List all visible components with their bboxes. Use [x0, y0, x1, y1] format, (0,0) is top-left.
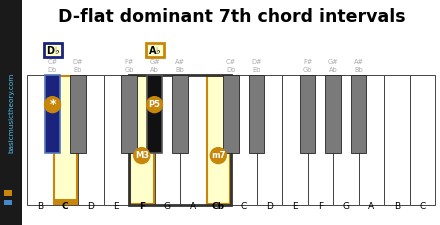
Bar [44, 43, 62, 57]
Bar [103, 75, 129, 205]
Circle shape [44, 96, 61, 113]
Text: Gb: Gb [303, 67, 312, 73]
Text: Db: Db [226, 67, 236, 73]
Bar [359, 75, 384, 205]
Text: B: B [37, 202, 43, 211]
Text: A#: A# [175, 59, 185, 65]
Text: Ab: Ab [150, 67, 159, 73]
Bar [146, 43, 164, 57]
Text: basicmusictheory.com: basicmusictheory.com [8, 73, 14, 153]
Text: C: C [241, 202, 247, 211]
Text: Gb: Gb [125, 67, 134, 73]
Bar [333, 75, 359, 205]
Bar [130, 76, 154, 204]
Text: F#: F# [125, 59, 134, 65]
Bar [129, 75, 231, 205]
Bar [70, 75, 86, 153]
Circle shape [133, 147, 150, 164]
Text: Eb: Eb [74, 67, 82, 73]
Bar [27, 75, 52, 205]
Bar [231, 75, 257, 205]
Bar [308, 75, 333, 205]
Bar [147, 75, 162, 153]
Bar [44, 75, 60, 153]
Text: G: G [164, 202, 171, 211]
Text: A: A [368, 202, 374, 211]
Bar [172, 75, 188, 153]
Text: *: * [49, 98, 56, 111]
Bar [180, 75, 205, 205]
Text: P5: P5 [148, 100, 161, 109]
Text: G#: G# [149, 59, 160, 65]
Text: E: E [114, 202, 119, 211]
Text: Bb: Bb [354, 67, 363, 73]
Bar [351, 75, 367, 153]
Text: D$\flat$: D$\flat$ [45, 44, 59, 56]
Text: G#: G# [328, 59, 338, 65]
Bar [223, 75, 239, 153]
Bar [384, 75, 410, 205]
Bar [0, 0, 22, 225]
Text: D#: D# [73, 59, 83, 65]
Text: A#: A# [353, 59, 363, 65]
Text: Cb: Cb [212, 202, 225, 211]
Text: A$\flat$: A$\flat$ [148, 44, 161, 56]
Text: C#: C# [226, 59, 236, 65]
Bar [54, 76, 77, 204]
Text: C: C [62, 202, 69, 211]
Bar [300, 75, 315, 153]
Bar [206, 76, 230, 204]
Text: Ab: Ab [329, 67, 337, 73]
Bar [154, 75, 180, 205]
Bar [4, 200, 12, 205]
Bar [52, 75, 78, 205]
Text: F#: F# [303, 59, 312, 65]
Bar [249, 75, 264, 153]
Text: Bb: Bb [176, 67, 184, 73]
Text: D-flat dominant 7th chord intervals: D-flat dominant 7th chord intervals [58, 8, 406, 26]
Bar [52, 199, 78, 205]
Bar [129, 75, 154, 205]
Bar [4, 190, 12, 196]
Text: A: A [190, 202, 196, 211]
Bar [205, 75, 231, 205]
Bar [410, 75, 435, 205]
Text: Db: Db [48, 67, 57, 73]
Circle shape [209, 147, 227, 164]
Text: G: G [342, 202, 349, 211]
Text: F: F [318, 202, 323, 211]
Circle shape [146, 96, 163, 113]
Bar [325, 75, 341, 153]
Bar [78, 75, 103, 205]
Text: m7: m7 [211, 151, 225, 160]
Text: C#: C# [48, 59, 58, 65]
Text: D: D [87, 202, 94, 211]
Text: Eb: Eb [252, 67, 260, 73]
Text: F: F [139, 202, 145, 211]
Text: B: B [394, 202, 400, 211]
Bar [121, 75, 137, 153]
Text: M3: M3 [135, 151, 149, 160]
Text: C: C [419, 202, 425, 211]
Text: D#: D# [251, 59, 262, 65]
Text: E: E [292, 202, 297, 211]
Text: D: D [266, 202, 273, 211]
Bar [257, 75, 282, 205]
Bar [282, 75, 308, 205]
